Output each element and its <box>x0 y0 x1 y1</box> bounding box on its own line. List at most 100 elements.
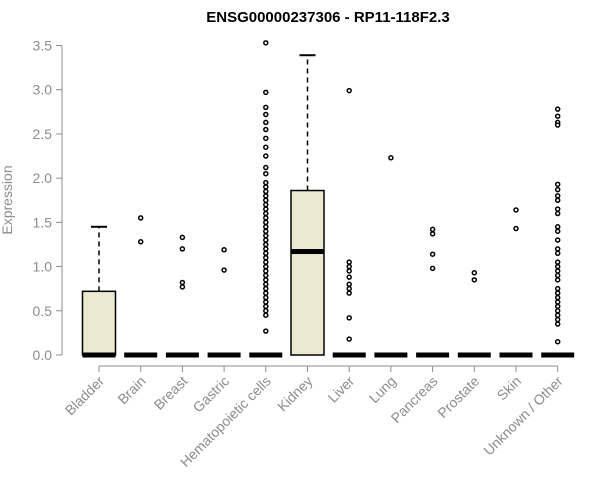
outlier-point <box>263 299 269 305</box>
x-tick-label: Brain <box>114 373 148 407</box>
outlier-point <box>429 265 436 272</box>
outlier-point <box>346 315 352 321</box>
box-group <box>541 106 575 358</box>
outlier-point <box>513 225 519 232</box>
outlier-point <box>263 188 269 195</box>
outlier-point <box>554 224 561 230</box>
outlier-point <box>263 228 269 234</box>
outlier-point <box>554 197 561 203</box>
outlier-point <box>554 268 561 274</box>
outlier-point <box>554 122 561 128</box>
box <box>81 290 117 356</box>
outlier-point <box>429 226 436 233</box>
outlier-point <box>263 285 269 292</box>
y-tick-label: 3.0 <box>33 82 53 98</box>
outlier-point <box>179 234 186 241</box>
outlier-point <box>263 294 269 301</box>
y-tick-label: 1.0 <box>33 259 53 275</box>
outlier-point <box>179 246 186 252</box>
outlier-point <box>554 193 561 199</box>
x-tick-label: Prostate <box>434 373 482 421</box>
outlier-point <box>263 153 269 159</box>
box-group <box>290 54 325 356</box>
y-tick-label: 0.5 <box>33 303 53 319</box>
outlier-point <box>554 294 561 301</box>
outlier-point <box>263 164 269 171</box>
outlier-point <box>263 277 269 283</box>
outlier-point <box>346 336 352 342</box>
outlier-point <box>263 170 269 177</box>
outlier-point <box>554 246 561 252</box>
outlier-point <box>471 270 478 276</box>
outlier-point <box>554 316 561 323</box>
plot-area <box>81 40 575 358</box>
outlier-point <box>554 250 561 257</box>
outlier-point <box>346 263 352 270</box>
outlier-point <box>554 290 561 296</box>
outlier-point <box>263 281 269 288</box>
box-group <box>499 207 533 358</box>
outlier-point <box>263 254 269 261</box>
box-group <box>124 215 158 358</box>
outlier-point <box>263 144 269 150</box>
outlier-point <box>263 241 269 248</box>
outlier-point <box>263 89 269 96</box>
outlier-point <box>554 259 561 265</box>
outlier-point <box>554 338 561 345</box>
outlier-point <box>263 104 269 111</box>
box-group <box>249 40 283 358</box>
outlier-point <box>554 210 561 217</box>
outlier-point <box>137 239 144 245</box>
outlier-point <box>554 186 561 193</box>
outlier-point <box>554 299 561 305</box>
outlier-point <box>554 237 561 243</box>
box <box>290 189 325 356</box>
outlier-point <box>346 285 352 292</box>
outlier-point <box>554 106 561 112</box>
outlier-point <box>263 303 269 310</box>
outlier-point <box>263 268 269 274</box>
outlier-point <box>554 263 561 270</box>
outlier-point <box>554 206 561 212</box>
outlier-point <box>263 215 269 221</box>
outlier-point <box>263 135 269 142</box>
outlier-point <box>263 237 269 243</box>
outlier-point <box>263 232 269 239</box>
box-group <box>457 270 491 358</box>
outlier-point <box>263 259 269 265</box>
outlier-point <box>554 303 561 310</box>
outlier-point <box>429 231 436 237</box>
x-tick-label: Kidney <box>274 373 316 415</box>
outlier-point <box>263 272 269 279</box>
outlier-point <box>263 206 269 212</box>
outlier-point <box>263 250 269 257</box>
outlier-point <box>346 281 352 288</box>
y-tick-label: 1.5 <box>33 214 53 230</box>
outlier-point <box>137 215 144 221</box>
outlier-point <box>263 197 269 203</box>
outlier-point <box>429 251 436 257</box>
outlier-point <box>554 308 561 314</box>
outlier-point <box>554 181 561 188</box>
outlier-point <box>179 279 186 286</box>
x-tick-label: Bladder <box>62 373 108 419</box>
outlier-point <box>471 277 478 283</box>
box-group <box>416 226 450 358</box>
box-group <box>374 155 408 358</box>
y-axis: 0.0 0.5 1.0 1.5 2.0 2.5 3.0 3.5 <box>33 38 63 363</box>
outlier-point <box>554 285 561 292</box>
box-group <box>332 87 366 358</box>
outlier-point <box>263 246 269 252</box>
x-tick-label: Lung <box>366 373 399 406</box>
box-group <box>207 247 241 358</box>
y-axis-label: Expression <box>0 165 15 234</box>
outlier-point <box>263 40 269 46</box>
x-tick-label: Skin <box>494 373 525 404</box>
box-group <box>81 225 117 358</box>
outlier-point <box>263 312 269 318</box>
outlier-point <box>263 201 269 208</box>
outlier-point <box>346 259 352 265</box>
outlier-point <box>263 290 269 296</box>
